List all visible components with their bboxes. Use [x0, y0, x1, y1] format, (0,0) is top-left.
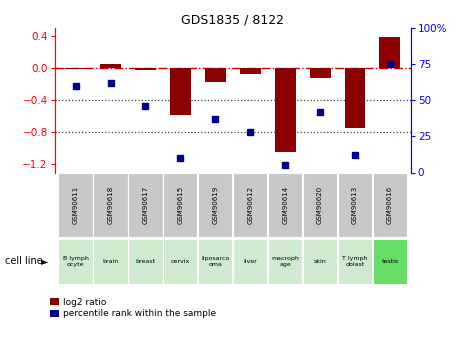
Bar — [310, 68, 331, 78]
Text: GSM90620: GSM90620 — [317, 186, 323, 224]
Bar — [170, 68, 191, 115]
Bar — [198, 173, 232, 237]
Bar — [373, 173, 407, 237]
Text: liver: liver — [243, 259, 257, 264]
Text: breast: breast — [135, 259, 155, 264]
Text: brain: brain — [103, 259, 119, 264]
Text: cell line: cell line — [5, 256, 42, 266]
Bar — [128, 173, 162, 237]
Text: cervix: cervix — [171, 259, 190, 264]
Title: GDS1835 / 8122: GDS1835 / 8122 — [181, 13, 284, 27]
Text: GSM90613: GSM90613 — [352, 186, 358, 224]
Bar — [233, 173, 267, 237]
Bar — [344, 68, 365, 128]
Bar — [163, 173, 198, 237]
Bar — [373, 238, 407, 284]
Bar — [205, 68, 226, 82]
Text: GSM90611: GSM90611 — [73, 186, 78, 224]
Bar — [128, 238, 162, 284]
Bar — [303, 238, 337, 284]
Text: macroph
age: macroph age — [271, 256, 299, 267]
Bar — [58, 173, 93, 237]
Bar — [94, 238, 128, 284]
Bar — [268, 173, 302, 237]
Text: GSM90617: GSM90617 — [142, 186, 148, 224]
Text: GSM90616: GSM90616 — [387, 186, 393, 224]
Bar — [65, 68, 86, 69]
Text: GSM90618: GSM90618 — [107, 186, 114, 224]
Bar — [233, 238, 267, 284]
Bar — [94, 173, 128, 237]
Bar — [338, 173, 372, 237]
Bar — [240, 68, 261, 74]
Bar — [135, 68, 156, 70]
Text: GSM90612: GSM90612 — [247, 186, 253, 224]
Text: GSM90615: GSM90615 — [177, 186, 183, 224]
Legend: log2 ratio, percentile rank within the sample: log2 ratio, percentile rank within the s… — [50, 298, 216, 318]
Text: liposarco
oma: liposarco oma — [201, 256, 229, 267]
Text: testis: testis — [381, 259, 399, 264]
Bar — [303, 173, 337, 237]
Bar — [380, 37, 400, 68]
Bar — [100, 64, 121, 68]
Bar — [58, 238, 93, 284]
Text: ►: ► — [41, 256, 49, 266]
Bar — [198, 238, 232, 284]
Bar — [268, 238, 302, 284]
Text: GSM90614: GSM90614 — [282, 186, 288, 224]
Text: B lymph
ocyte: B lymph ocyte — [63, 256, 88, 267]
Bar — [163, 238, 198, 284]
Bar — [338, 238, 372, 284]
Text: GSM90619: GSM90619 — [212, 186, 219, 224]
Bar — [275, 68, 295, 152]
Text: skin: skin — [314, 259, 326, 264]
Text: T lymph
oblast: T lymph oblast — [342, 256, 368, 267]
